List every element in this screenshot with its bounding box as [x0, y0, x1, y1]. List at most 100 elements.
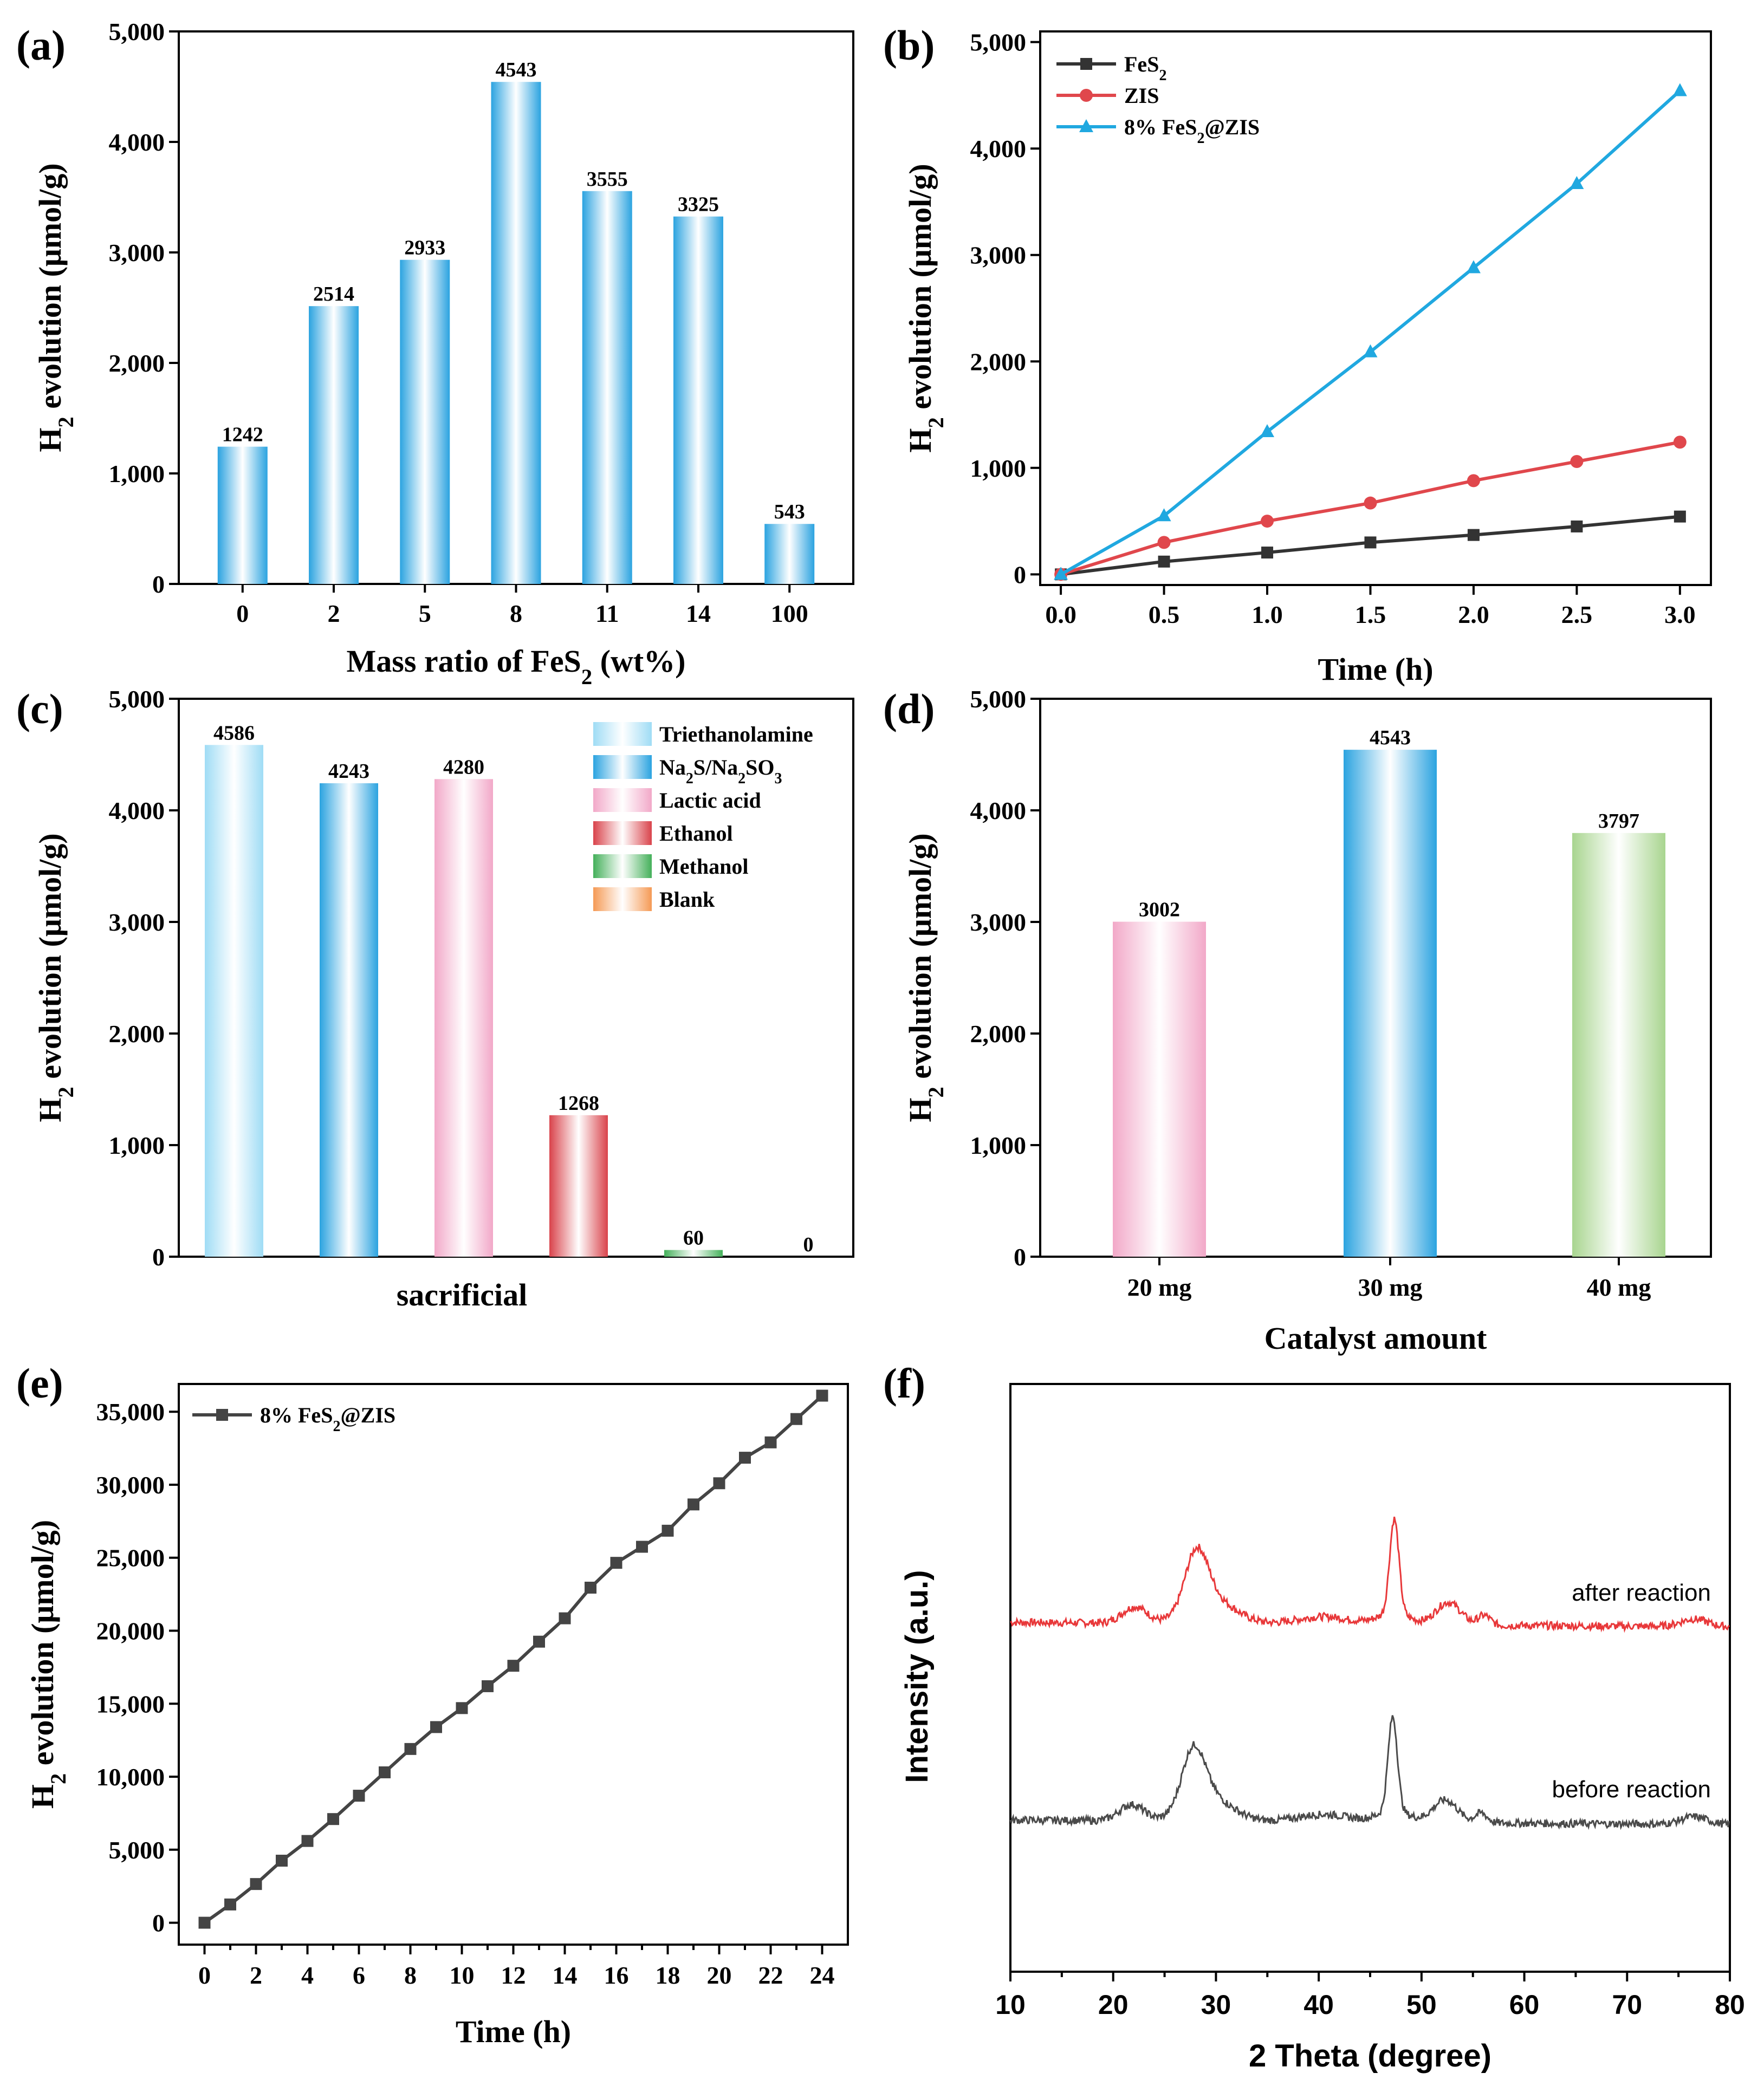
y-tick-label: 2,000	[970, 348, 1027, 375]
data-point	[1261, 515, 1274, 528]
plot-frame	[178, 698, 854, 1258]
data-point	[739, 1452, 751, 1464]
bar-value-label: 4280	[443, 756, 484, 778]
bar-value-label: 3002	[1139, 899, 1180, 921]
data-point	[276, 1855, 288, 1867]
bar-value-label: 4543	[1370, 726, 1411, 749]
bar	[549, 1115, 608, 1257]
x-tick-label: 8	[404, 1961, 417, 1989]
x-tick-label: 3.0	[1664, 601, 1696, 628]
bar	[1344, 750, 1437, 1257]
bar	[400, 259, 450, 584]
data-point	[1363, 344, 1378, 358]
bar-value-label: 4543	[496, 59, 537, 81]
y-axis-title: H2 evolution (μmol/g)	[33, 833, 78, 1122]
data-point	[1158, 555, 1170, 568]
chart-panel-e: 0 5,000 10,000 15,000 20,000 25,000 30,000 35,0…	[25, 1383, 849, 2049]
data-point	[1672, 83, 1687, 96]
y-tick-label: 0	[1014, 1243, 1026, 1271]
data-point	[1261, 547, 1274, 559]
curve-annotation: before reaction	[1552, 1776, 1711, 1803]
y-tick-label: 5,000	[109, 18, 165, 46]
legend-label: 8% FeS2@ZIS	[260, 1403, 395, 1435]
x-tick-label: 4	[301, 1961, 314, 1989]
x-axis-title: Time (h)	[1318, 652, 1433, 687]
y-tick-label: 0	[152, 1909, 165, 1937]
y-tick-label: 4,000	[970, 797, 1027, 824]
legend-swatch	[593, 788, 652, 812]
x-tick-label: 2	[328, 600, 340, 627]
legend-swatch	[593, 722, 652, 746]
x-tick-label: 60	[1509, 1990, 1540, 2020]
legend-label: Triethanolamine	[659, 722, 813, 746]
legend-marker	[1080, 89, 1093, 102]
data-point	[533, 1635, 545, 1648]
x-tick-label: 30	[1201, 1990, 1231, 2020]
legend-label: Lactic acid	[659, 788, 761, 813]
x-tick-label: 30 mg	[1358, 1273, 1423, 1301]
bar	[664, 1250, 723, 1257]
y-axis-title: H2 evolution (μmol/g)	[903, 164, 948, 452]
x-tick-label: 10	[450, 1961, 475, 1989]
y-tick-label: 0	[152, 570, 165, 598]
x-tick-label: 2.5	[1561, 601, 1593, 628]
data-point	[1260, 424, 1275, 437]
bar-value-label: 3555	[587, 168, 628, 191]
legend-label: 8% FeS2@ZIS	[1124, 115, 1260, 147]
legend-marker	[1080, 58, 1092, 70]
x-tick-label: 40 mg	[1587, 1273, 1651, 1301]
data-point	[559, 1612, 571, 1624]
data-point	[327, 1813, 339, 1825]
y-axis-title: H2 evolution (μmol/g)	[33, 163, 78, 452]
y-tick-label: 35,000	[96, 1398, 165, 1426]
x-tick-label: 80	[1715, 1990, 1745, 2020]
data-point	[1466, 260, 1481, 274]
bar-value-label: 2933	[404, 237, 445, 259]
y-tick-label: 1,000	[109, 1132, 165, 1159]
y-tick-label: 4,000	[109, 797, 165, 824]
x-axis-title: Time (h)	[456, 2014, 571, 2049]
data-point	[379, 1766, 391, 1778]
y-axis-title: H2 evolution (μmol/g)	[25, 1520, 70, 1809]
y-tick-label: 30,000	[96, 1471, 165, 1499]
y-tick-label: 20,000	[96, 1617, 165, 1645]
legend-swatch	[593, 887, 652, 911]
legend-label: Blank	[659, 887, 715, 912]
chart-panel-d: 0 1,000 2,000 3,000 4,000 5,000 H2 evolution (…	[903, 685, 1712, 1356]
chart-panel-b: 0 1,000 2,000 3,000 4,000 5,000 H2 evolution (…	[903, 29, 1712, 687]
x-tick-label: 2	[250, 1961, 262, 1989]
data-point	[198, 1916, 211, 1929]
data-point	[1467, 529, 1480, 541]
panel-letter-c: (c)	[16, 685, 63, 732]
data-point	[636, 1541, 648, 1553]
plot-frame	[1039, 30, 1712, 586]
x-tick-label: 2.0	[1458, 601, 1489, 628]
x-tick-label: 14	[553, 1961, 578, 1989]
panel-letter-b: (b)	[883, 22, 935, 69]
x-tick-label: 1.5	[1355, 601, 1386, 628]
data-point	[1467, 474, 1480, 488]
data-point	[1364, 496, 1377, 510]
bar	[582, 191, 632, 584]
bar	[673, 216, 723, 584]
chart-panel-f: 10 20 30 40 50 60 70 80 2 Theta (degree) Intensit…	[899, 1383, 1745, 2074]
y-tick-label: 0	[152, 1243, 165, 1271]
x-tick-label: 20	[707, 1961, 732, 1989]
x-tick-label: 0.5	[1149, 601, 1180, 628]
bar-value-label: 60	[683, 1227, 704, 1250]
xrd-pattern-line	[1010, 1516, 1730, 1633]
xrd-pattern-line	[1009, 1715, 1730, 1830]
x-tick-label: 5	[419, 600, 431, 627]
x-tick-label: 100	[771, 600, 808, 627]
panel-letter-d: (d)	[883, 685, 935, 732]
y-tick-label: 2,000	[109, 349, 165, 377]
data-point	[662, 1524, 674, 1537]
bar	[320, 783, 378, 1257]
legend-marker	[216, 1409, 228, 1421]
data-point	[430, 1721, 442, 1733]
data-point	[1364, 536, 1377, 549]
y-tick-label: 5,000	[109, 685, 165, 713]
y-tick-label: 2,000	[970, 1020, 1027, 1048]
data-point	[816, 1389, 828, 1402]
x-tick-label: 0.0	[1045, 601, 1076, 628]
